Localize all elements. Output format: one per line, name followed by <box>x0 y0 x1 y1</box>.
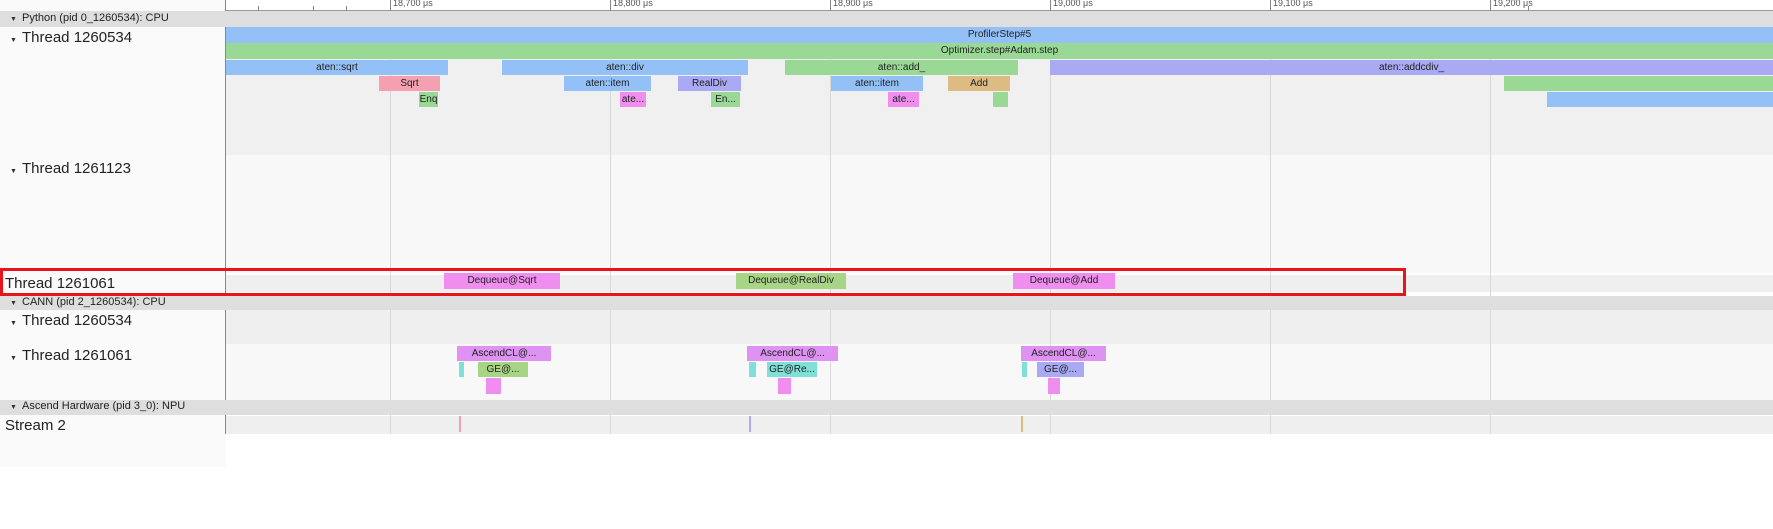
track-bg-stream2 <box>226 416 1773 434</box>
slice-aten-item-1[interactable]: aten::item <box>564 76 651 91</box>
slice-small-magenta-2[interactable] <box>778 378 791 394</box>
slice-dequeue-realdiv[interactable]: Dequeue@RealDiv <box>736 273 846 289</box>
chevron-down-icon: ▼ <box>10 300 17 307</box>
thread-label-1260534[interactable]: ▼ Thread 1260534 <box>10 29 133 46</box>
time-ruler: 18,700 μs 18,800 μs 18,900 μs 19,000 μs … <box>226 0 1773 11</box>
slice-optimizer-step[interactable]: Optimizer.step#Adam.step <box>226 43 1773 59</box>
thread-label-1261061[interactable]: Thread 1261061 <box>5 275 116 292</box>
slice-dequeue-add[interactable]: Dequeue@Add <box>1013 273 1115 289</box>
slice-en-2[interactable]: En... <box>711 92 740 107</box>
tick-label: 19,000 μs <box>1053 0 1093 8</box>
gridline <box>1490 11 1491 434</box>
gridline <box>830 11 831 434</box>
tick-label: 18,800 μs <box>613 0 653 8</box>
slice-add[interactable]: Add <box>948 76 1010 91</box>
slice-aten-div[interactable]: aten::div <box>502 60 748 75</box>
gridline <box>1050 11 1051 434</box>
ruler-tick <box>1050 0 1051 11</box>
slice-profiler-step[interactable]: ProfilerStep#5 <box>226 27 1773 43</box>
highlight-box <box>0 268 1406 296</box>
slice-small-magenta-3[interactable] <box>1048 378 1060 394</box>
stream-label-2[interactable]: Stream 2 <box>5 417 66 434</box>
slice-ge-1[interactable]: GE@... <box>478 362 528 377</box>
chevron-down-icon: ▼ <box>10 16 17 23</box>
process-header-cann[interactable]: ▼ CANN (pid 2_1260534): CPU <box>0 296 1773 310</box>
slice-small-magenta-1[interactable] <box>486 378 501 394</box>
slice-enq-1[interactable]: Enq <box>419 92 438 107</box>
ruler-tick <box>258 6 259 11</box>
track-bg-python-1261123 <box>226 155 1773 273</box>
slice-stream-2[interactable] <box>749 416 751 432</box>
process-header-label: ▼ Python (pid 0_1260534): CPU <box>10 12 169 24</box>
process-header-python[interactable]: ▼ Python (pid 0_1260534): CPU <box>0 11 1773 27</box>
thread-label-1261123[interactable]: ▼ Thread 1261123 <box>10 160 131 177</box>
gridline <box>390 11 391 434</box>
chevron-down-icon: ▼ <box>10 320 17 327</box>
track-bg-cann-1260534 <box>226 310 1773 344</box>
slice-add-child[interactable] <box>993 92 1008 107</box>
tick-label: 18,700 μs <box>393 0 433 8</box>
slice-ascendcl-3[interactable]: AscendCL@... <box>1021 346 1106 361</box>
tick-label: 19,200 μs <box>1493 0 1533 8</box>
process-header-hardware[interactable]: ▼ Ascend Hardware (pid 3_0): NPU <box>0 400 1773 415</box>
chevron-down-icon: ▼ <box>10 37 17 44</box>
slice-ascendcl-2[interactable]: AscendCL@... <box>747 346 838 361</box>
thread-label-cann-1261061[interactable]: ▼ Thread 1261061 <box>10 347 133 364</box>
slice-addcdiv-grandchild[interactable] <box>1547 92 1773 107</box>
chevron-down-icon: ▼ <box>10 168 17 175</box>
chevron-down-icon: ▼ <box>10 404 17 411</box>
slice-small-cyan-2[interactable] <box>749 362 756 377</box>
slice-realdiv[interactable]: RealDiv <box>678 76 741 91</box>
ruler-tick <box>1490 0 1491 11</box>
slice-stream-3[interactable] <box>1021 416 1023 432</box>
ruler-tick <box>610 0 611 11</box>
thread-label-cann-1260534[interactable]: ▼ Thread 1260534 <box>10 312 133 329</box>
slice-ge-3[interactable]: GE@... <box>1037 362 1084 377</box>
ruler-tick <box>830 0 831 11</box>
slice-addcdiv-child[interactable] <box>1504 76 1773 91</box>
slice-ate-1[interactable]: ate... <box>620 92 646 107</box>
slice-small-cyan-3[interactable] <box>1022 362 1027 377</box>
process-header-label: ▼ CANN (pid 2_1260534): CPU <box>10 296 166 308</box>
ruler-tick <box>313 6 314 11</box>
slice-stream-1[interactable] <box>459 416 461 432</box>
slice-aten-item-2[interactable]: aten::item <box>831 76 923 91</box>
slice-small-cyan-1[interactable] <box>459 362 464 377</box>
slice-sqrt[interactable]: Sqrt <box>379 76 440 91</box>
track-bg-python-1261061 <box>226 275 1773 292</box>
label-panel <box>0 0 226 467</box>
slice-aten-sqrt[interactable]: aten::sqrt <box>226 60 448 75</box>
slice-ge-2[interactable]: GE@Re... <box>767 362 817 377</box>
process-header-label: ▼ Ascend Hardware (pid 3_0): NPU <box>10 400 186 412</box>
ruler-tick <box>346 6 347 11</box>
slice-aten-addcdiv[interactable]: aten::addcdiv_ <box>1050 60 1773 75</box>
ruler-tick <box>1270 0 1271 11</box>
ruler-tick <box>390 0 391 11</box>
tick-label: 18,900 μs <box>833 0 873 8</box>
chevron-down-icon: ▼ <box>10 355 17 362</box>
slice-ascendcl-1[interactable]: AscendCL@... <box>457 346 551 361</box>
slice-ate-2[interactable]: ate... <box>888 92 919 107</box>
tick-label: 19,100 μs <box>1273 0 1313 8</box>
slice-dequeue-sqrt[interactable]: Dequeue@Sqrt <box>444 273 560 289</box>
ruler-tick <box>1528 6 1529 11</box>
panel-divider[interactable] <box>225 0 226 434</box>
gridline <box>1270 11 1271 434</box>
gridline <box>610 11 611 434</box>
slice-aten-add[interactable]: aten::add_ <box>785 60 1018 75</box>
